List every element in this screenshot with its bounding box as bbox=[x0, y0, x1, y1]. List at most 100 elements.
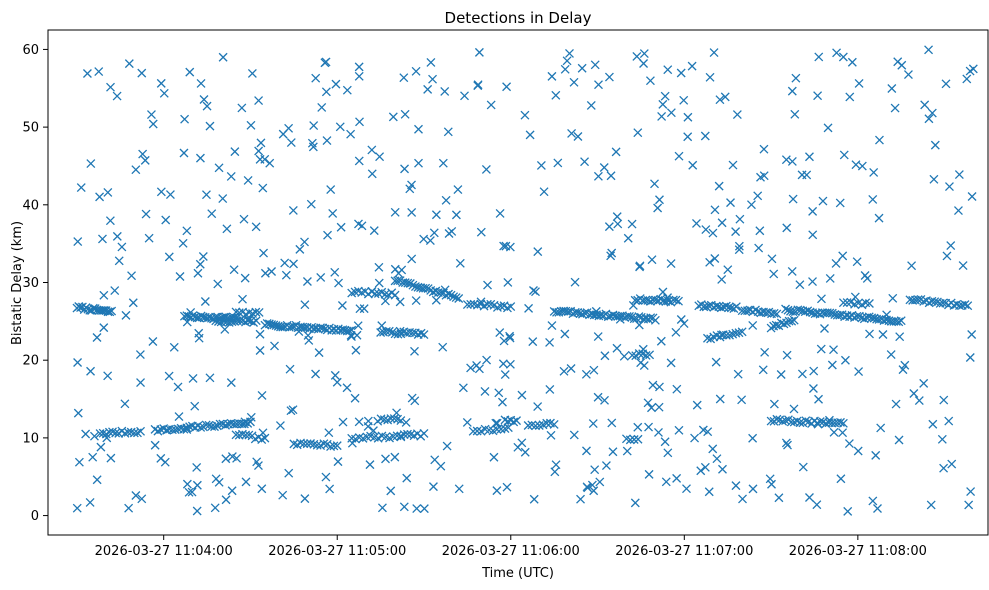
data-point bbox=[300, 494, 310, 504]
data-point bbox=[375, 152, 385, 162]
data-point bbox=[213, 279, 223, 289]
data-point bbox=[482, 355, 492, 365]
data-point bbox=[726, 303, 736, 313]
data-point bbox=[114, 256, 124, 266]
data-point bbox=[932, 297, 942, 307]
data-point bbox=[622, 446, 632, 456]
data-point bbox=[355, 117, 364, 127]
data-point bbox=[326, 185, 336, 195]
data-point bbox=[653, 203, 663, 213]
data-point bbox=[776, 370, 786, 379]
data-point bbox=[374, 262, 384, 272]
data-point bbox=[110, 286, 120, 295]
data-point bbox=[803, 306, 813, 316]
data-point bbox=[86, 366, 96, 376]
data-point bbox=[347, 438, 357, 448]
data-point bbox=[731, 481, 741, 491]
data-point bbox=[419, 234, 429, 244]
data-point bbox=[512, 416, 522, 426]
data-point bbox=[748, 433, 758, 443]
data-point bbox=[737, 327, 747, 337]
data-point bbox=[782, 223, 792, 233]
data-point bbox=[674, 296, 683, 306]
data-point bbox=[403, 429, 412, 439]
data-point bbox=[650, 179, 659, 189]
data-point bbox=[753, 191, 763, 201]
data-point bbox=[175, 272, 185, 281]
data-point bbox=[387, 327, 397, 337]
data-point bbox=[805, 307, 815, 317]
data-point bbox=[964, 500, 974, 510]
data-point bbox=[431, 210, 441, 220]
data-point bbox=[144, 233, 154, 243]
data-point bbox=[204, 420, 214, 430]
data-point bbox=[700, 131, 710, 141]
data-point bbox=[795, 305, 805, 315]
data-point bbox=[454, 484, 464, 494]
data-point bbox=[725, 330, 734, 340]
data-point bbox=[218, 194, 228, 204]
data-point bbox=[96, 442, 106, 452]
data-point bbox=[591, 306, 601, 316]
data-point bbox=[641, 350, 651, 360]
data-point bbox=[829, 427, 839, 437]
data-point bbox=[474, 364, 484, 374]
data-point bbox=[531, 421, 541, 431]
data-point bbox=[968, 64, 978, 74]
data-point bbox=[688, 160, 698, 170]
data-point bbox=[913, 295, 923, 305]
data-point bbox=[399, 73, 409, 83]
data-point bbox=[346, 129, 356, 139]
data-point bbox=[639, 59, 649, 68]
data-point bbox=[643, 398, 653, 408]
data-point bbox=[654, 382, 664, 392]
data-point bbox=[267, 267, 277, 276]
data-point bbox=[321, 87, 331, 97]
data-point bbox=[679, 95, 689, 105]
data-point bbox=[395, 326, 405, 336]
data-point bbox=[495, 208, 505, 218]
data-point bbox=[844, 439, 854, 449]
data-point bbox=[606, 251, 616, 261]
data-point bbox=[105, 216, 115, 226]
data-point bbox=[211, 316, 221, 326]
data-point bbox=[205, 373, 215, 383]
data-point bbox=[735, 214, 745, 224]
data-point bbox=[774, 493, 784, 503]
data-point bbox=[505, 359, 515, 369]
data-point bbox=[377, 503, 387, 513]
data-point bbox=[193, 268, 203, 278]
data-point bbox=[924, 45, 934, 55]
data-point bbox=[322, 136, 332, 146]
data-point bbox=[698, 425, 708, 435]
data-point bbox=[317, 103, 327, 112]
x-tick-label: 2026-03-27 11:06:00 bbox=[442, 544, 580, 559]
data-point bbox=[462, 300, 472, 310]
data-point bbox=[570, 277, 580, 287]
data-point bbox=[329, 441, 339, 451]
data-point bbox=[185, 67, 195, 77]
data-point bbox=[751, 305, 760, 315]
data-point bbox=[629, 314, 639, 324]
x-tick-label: 2026-03-27 11:05:00 bbox=[268, 544, 406, 559]
data-point bbox=[827, 308, 837, 318]
data-point bbox=[723, 265, 733, 275]
data-point bbox=[112, 91, 122, 101]
data-point bbox=[351, 345, 361, 355]
data-point bbox=[827, 360, 837, 370]
data-point bbox=[402, 473, 412, 483]
data-point bbox=[221, 495, 231, 505]
data-point bbox=[634, 312, 644, 322]
data-point bbox=[136, 426, 146, 436]
data-point bbox=[711, 357, 721, 367]
data-point bbox=[562, 56, 572, 66]
data-point bbox=[161, 215, 171, 225]
data-point bbox=[965, 353, 975, 362]
data-point bbox=[257, 484, 267, 494]
data-point bbox=[888, 293, 898, 303]
data-point bbox=[124, 59, 134, 69]
data-point bbox=[281, 270, 291, 280]
data-point bbox=[939, 463, 949, 473]
data-point bbox=[117, 242, 127, 252]
